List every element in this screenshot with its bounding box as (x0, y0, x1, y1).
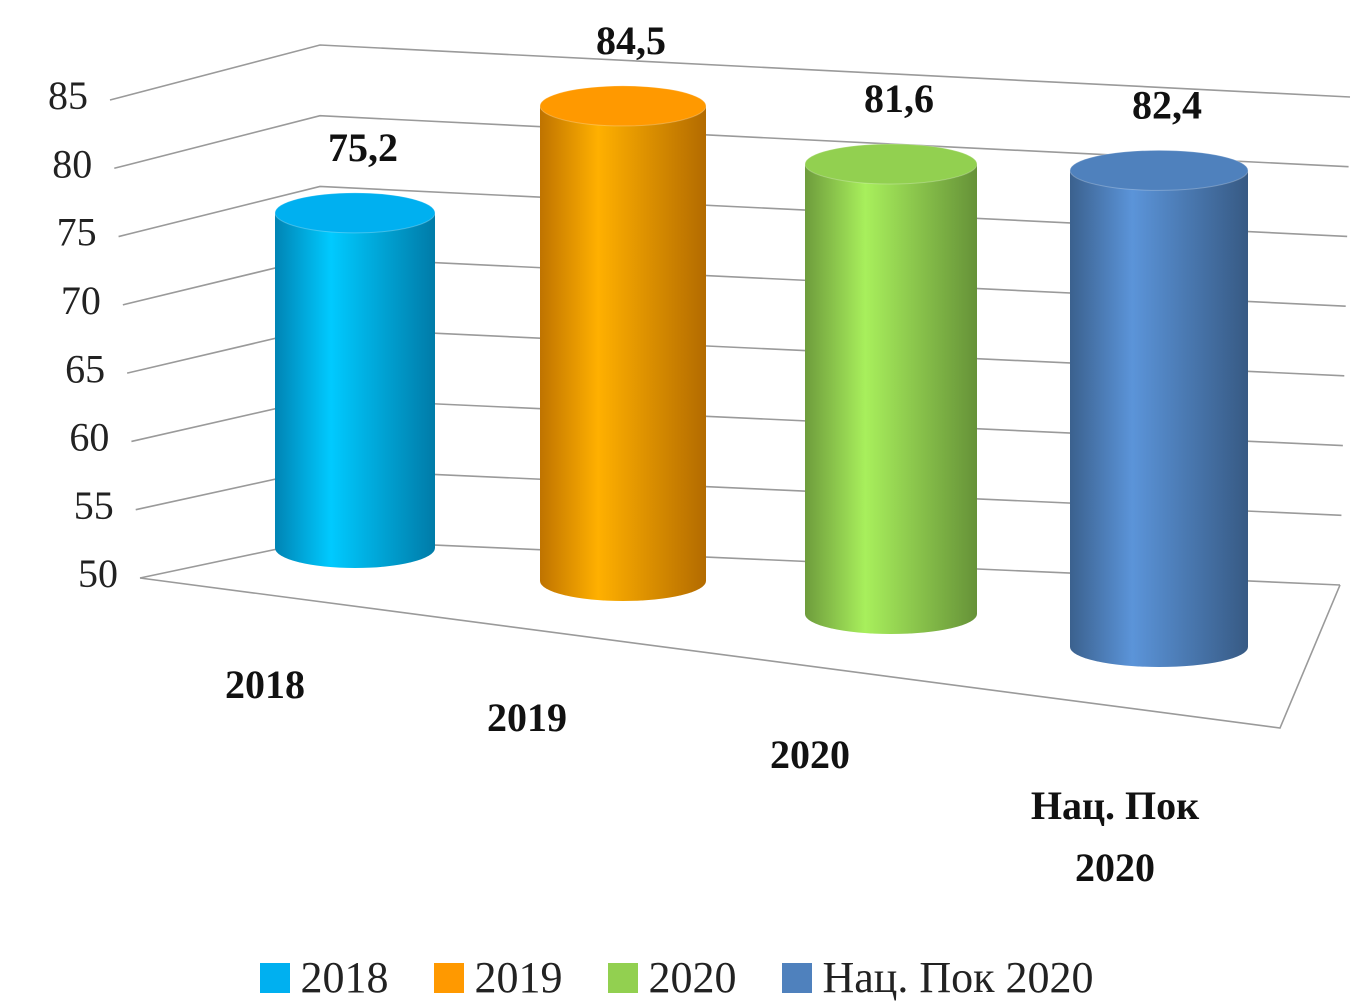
bar (275, 212, 435, 568)
y-tick-label: 85 (48, 73, 88, 118)
legend-swatch (608, 962, 639, 993)
bar-top (1069, 149, 1249, 191)
bar-top (804, 143, 978, 185)
x-tick-label: Нац. Пок 2020 (1030, 783, 1200, 890)
grid-line (109, 44, 1351, 101)
y-tick-label: 80 (52, 141, 92, 186)
bar (805, 164, 977, 635)
legend-swatch (434, 962, 465, 993)
x-tick-label: 2020 (770, 732, 850, 777)
y-tick-label: 65 (65, 346, 105, 391)
legend-item: 2019 (434, 952, 562, 1003)
bar (540, 105, 706, 601)
legend-swatch (260, 962, 291, 993)
x-tick-label: 2018 (225, 662, 305, 707)
legend-swatch (782, 962, 813, 993)
legend-item: 2018 (260, 952, 388, 1003)
bar-top (274, 192, 436, 234)
legend-label: Нац. Пок 2020 (822, 953, 1094, 1002)
value-label: 75,2 (328, 125, 398, 170)
value-label: 84,5 (596, 18, 666, 63)
y-tick-label: 50 (78, 551, 118, 596)
y-tick-label: 70 (61, 278, 101, 323)
x-tick-label: 2019 (487, 695, 567, 740)
bar-top (539, 85, 707, 127)
value-label: 82,4 (1132, 82, 1202, 127)
y-tick-label: 55 (74, 483, 114, 528)
legend-label: 2019 (474, 953, 563, 1002)
y-tick-label: 75 (57, 210, 97, 255)
legend-label: 2020 (648, 953, 737, 1002)
legend-label: 2018 (300, 953, 389, 1002)
value-label: 81,6 (864, 76, 934, 121)
legend-item: Нац. Пок 2020 (782, 952, 1094, 1003)
floor-edge (139, 577, 1341, 729)
grid-line (118, 185, 1348, 238)
legend: 2018 2019 2020 Нац. Пок 2020 (0, 952, 1354, 1003)
legend-item: 2020 (608, 952, 736, 1003)
y-tick-label: 60 (69, 415, 109, 460)
grid-line (114, 114, 1349, 170)
bar (1070, 170, 1248, 667)
